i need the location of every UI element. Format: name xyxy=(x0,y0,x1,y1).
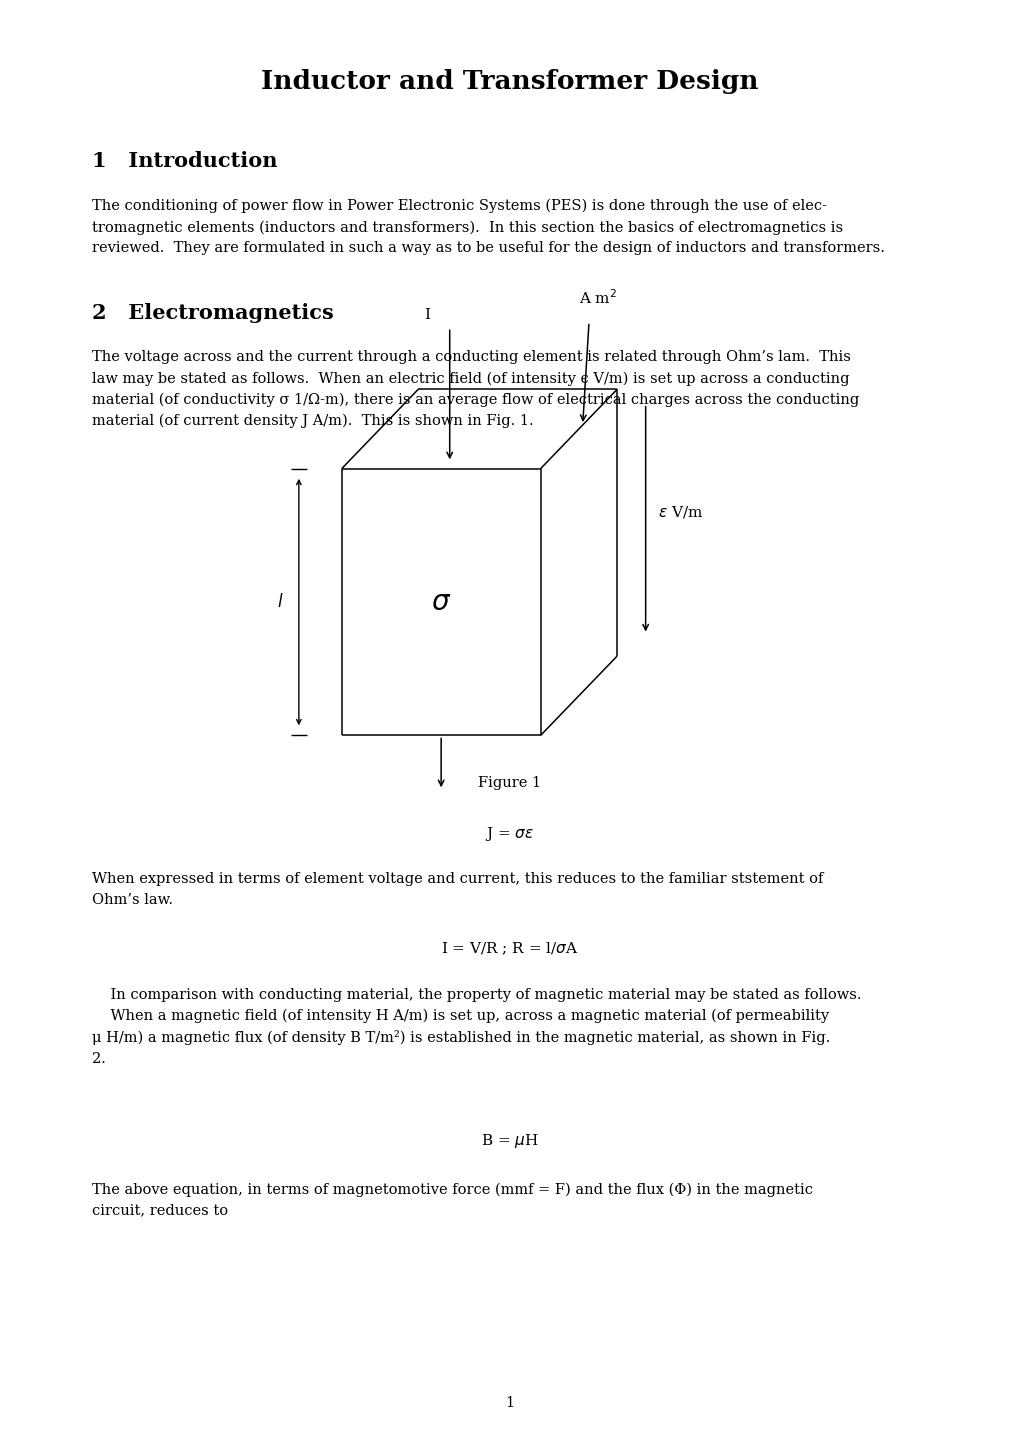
Text: 1   Introduction: 1 Introduction xyxy=(92,151,277,172)
Text: $l$: $l$ xyxy=(277,593,283,611)
Text: $\epsilon$ V/m: $\epsilon$ V/m xyxy=(657,503,702,519)
Text: Figure 1: Figure 1 xyxy=(478,776,541,790)
Text: When expressed in terms of element voltage and current, this reduces to the fami: When expressed in terms of element volta… xyxy=(92,872,822,907)
Text: B = $\mu$H: B = $\mu$H xyxy=(481,1132,538,1149)
Text: J = $\sigma\epsilon$: J = $\sigma\epsilon$ xyxy=(485,825,534,842)
Text: Inductor and Transformer Design: Inductor and Transformer Design xyxy=(261,69,758,94)
Text: In comparison with conducting material, the property of magnetic material may be: In comparison with conducting material, … xyxy=(92,988,860,1066)
Text: The above equation, in terms of magnetomotive force (mmf = F) and the flux (Φ) i: The above equation, in terms of magnetom… xyxy=(92,1182,812,1217)
Text: $\sigma$: $\sigma$ xyxy=(431,588,450,616)
Text: The voltage across and the current through a conducting element is related throu: The voltage across and the current throu… xyxy=(92,350,858,428)
Text: I = V/R ; R = l/$\sigma$A: I = V/R ; R = l/$\sigma$A xyxy=(440,940,579,956)
Text: I: I xyxy=(424,307,430,322)
Text: 1: 1 xyxy=(505,1396,514,1410)
Text: The conditioning of power flow in Power Electronic Systems (PES) is done through: The conditioning of power flow in Power … xyxy=(92,199,883,255)
Text: 2   Electromagnetics: 2 Electromagnetics xyxy=(92,303,333,323)
Text: A m$^2$: A m$^2$ xyxy=(579,288,616,307)
